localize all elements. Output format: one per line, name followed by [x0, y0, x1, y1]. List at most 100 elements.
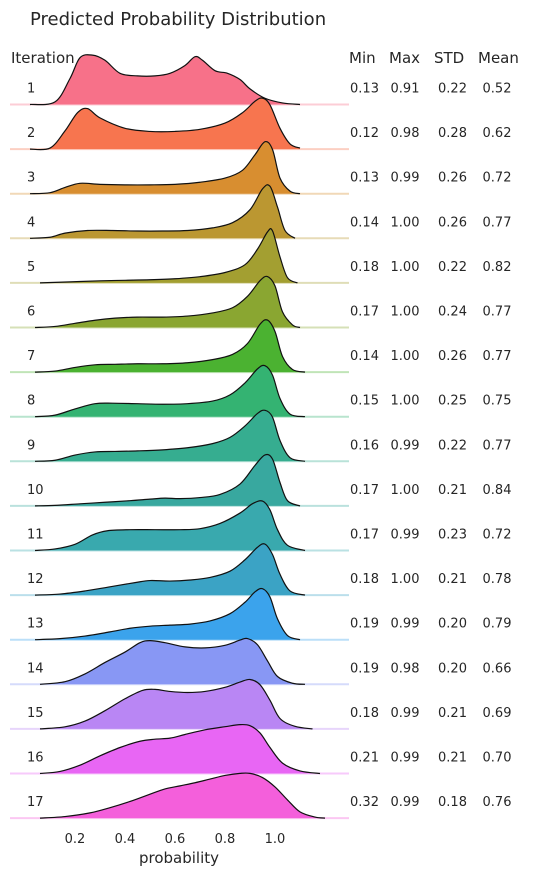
- ridge-area: [30, 141, 300, 194]
- ridge-outline: [34, 364, 306, 418]
- iteration-label: 9: [27, 438, 35, 453]
- stat-min-value: 0.17: [350, 483, 379, 498]
- stat-min-value: 0.15: [350, 394, 379, 409]
- stat-min-value: 0.18: [350, 260, 379, 275]
- iteration-label: 14: [27, 661, 44, 676]
- stat-mean-value: 0.72: [483, 171, 512, 186]
- stat-std-value: 0.26: [438, 171, 467, 186]
- ridge-2: 2 0.12 0.98 0.28 0.62: [10, 97, 512, 151]
- stat-max-value: 0.99: [391, 171, 420, 186]
- stat-std-value: 0.28: [438, 126, 467, 141]
- stat-max-value: 0.99: [391, 706, 420, 721]
- stat-max-value: 0.98: [391, 126, 420, 141]
- stat-std-value: 0.18: [438, 795, 467, 810]
- ridge-area: [40, 228, 298, 283]
- stat-min-value: 0.18: [350, 572, 379, 587]
- chart-title: Predicted Probability Distribution: [30, 9, 326, 30]
- stat-max-value: 1.00: [391, 483, 420, 498]
- x-tick-label: 0.4: [115, 832, 136, 847]
- ridge-area: [35, 319, 305, 373]
- iteration-label: 16: [27, 751, 44, 766]
- stat-max-value: 1.00: [391, 215, 420, 230]
- ridge-outline: [39, 772, 326, 819]
- ridge-area: [40, 724, 320, 774]
- stat-mean-value: 0.77: [483, 305, 512, 320]
- stat-mean-value: 0.79: [483, 617, 512, 632]
- x-tick-label: 1.0: [265, 832, 286, 847]
- ridge-outline: [29, 54, 301, 106]
- stat-std-value: 0.24: [438, 305, 467, 320]
- ridge-area: [35, 410, 305, 462]
- stat-min-value: 0.18: [350, 706, 379, 721]
- stat-std-value: 0.20: [438, 661, 467, 676]
- iteration-label: 17: [27, 795, 44, 810]
- stat-std-value: 0.22: [438, 260, 467, 275]
- ridge-area: [35, 500, 305, 551]
- stat-std-value: 0.21: [438, 706, 467, 721]
- ridge-outline: [34, 319, 306, 373]
- stat-mean-value: 0.52: [483, 82, 512, 97]
- ridge-area: [35, 454, 300, 506]
- ridge-10: 10 0.17 1.00 0.21 0.84: [10, 453, 511, 507]
- ridge-3: 3 0.13 0.99 0.26 0.72: [10, 140, 512, 195]
- stat-std-value: 0.22: [438, 82, 467, 97]
- iteration-label: 5: [27, 260, 35, 275]
- stat-min-value: 0.21: [350, 751, 379, 766]
- stat-min-value: 0.19: [350, 661, 379, 676]
- iteration-label: 10: [27, 483, 44, 498]
- iteration-label: 4: [27, 215, 35, 230]
- ridge-area: [35, 543, 305, 596]
- ridge-outline: [34, 453, 301, 507]
- stat-std-value: 0.21: [438, 751, 467, 766]
- ridge-outline: [29, 140, 301, 195]
- iteration-label: 6: [27, 305, 35, 320]
- stat-min-value: 0.13: [350, 82, 379, 97]
- stat-max-value: 0.91: [391, 82, 420, 97]
- iteration-header: Iteration: [11, 49, 75, 67]
- ridge-area: [30, 97, 300, 150]
- stat-max-value: 1.00: [391, 394, 420, 409]
- stat-min-value: 0.14: [350, 349, 379, 364]
- ridge-6: 6 0.17 1.00 0.24 0.77: [10, 275, 512, 329]
- ridge-5: 5 0.18 1.00 0.22 0.82: [10, 228, 512, 284]
- x-tick-label: 0.8: [215, 832, 236, 847]
- stat-mean-value: 0.82: [483, 260, 512, 275]
- stat-mean-value: 0.66: [483, 661, 512, 676]
- stat-header-min: Min: [349, 49, 376, 67]
- ridge-outline: [39, 678, 313, 730]
- iteration-label: 15: [27, 706, 44, 721]
- stat-std-value: 0.20: [438, 617, 467, 632]
- stat-max-value: 1.00: [391, 349, 420, 364]
- stat-std-value: 0.26: [438, 215, 467, 230]
- ridge-16: 16 0.21 0.99 0.21 0.70: [10, 723, 512, 775]
- stat-mean-value: 0.62: [483, 126, 512, 141]
- stat-mean-value: 0.70: [483, 751, 512, 766]
- stat-std-value: 0.21: [438, 572, 467, 587]
- stat-min-value: 0.16: [350, 438, 379, 453]
- ridge-outline: [39, 723, 321, 775]
- ridge-14: 14 0.19 0.98 0.20 0.66: [10, 637, 512, 686]
- iteration-label: 2: [27, 126, 35, 141]
- stat-max-value: 0.99: [391, 751, 420, 766]
- iteration-label: 8: [27, 394, 35, 409]
- iteration-label: 3: [27, 171, 35, 186]
- stat-mean-value: 0.77: [483, 438, 512, 453]
- stat-min-value: 0.17: [350, 305, 379, 320]
- ridge-7: 7 0.14 1.00 0.26 0.77: [10, 319, 511, 374]
- ridge-12: 12 0.18 1.00 0.21 0.78: [10, 543, 511, 597]
- stat-std-value: 0.23: [438, 528, 467, 543]
- stat-min-value: 0.17: [350, 528, 379, 543]
- ridge-outline: [34, 275, 301, 329]
- ridge-outline: [29, 97, 301, 151]
- stat-min-value: 0.19: [350, 617, 379, 632]
- ridge-outline: [34, 409, 306, 462]
- x-axis: 0.2 0.4 0.6 0.8 1.0: [65, 832, 286, 847]
- ridge-outline: [34, 543, 306, 596]
- ridge-17: 17 0.32 0.99 0.18 0.76: [10, 772, 511, 820]
- stat-std-value: 0.26: [438, 349, 467, 364]
- stat-header-mean: Mean: [478, 49, 519, 67]
- ridge-outline: [39, 228, 298, 284]
- ridge-area: [35, 365, 305, 417]
- ridge-1: 1 0.13 0.91 0.22 0.52: [10, 54, 512, 106]
- stat-max-value: 0.98: [391, 661, 420, 676]
